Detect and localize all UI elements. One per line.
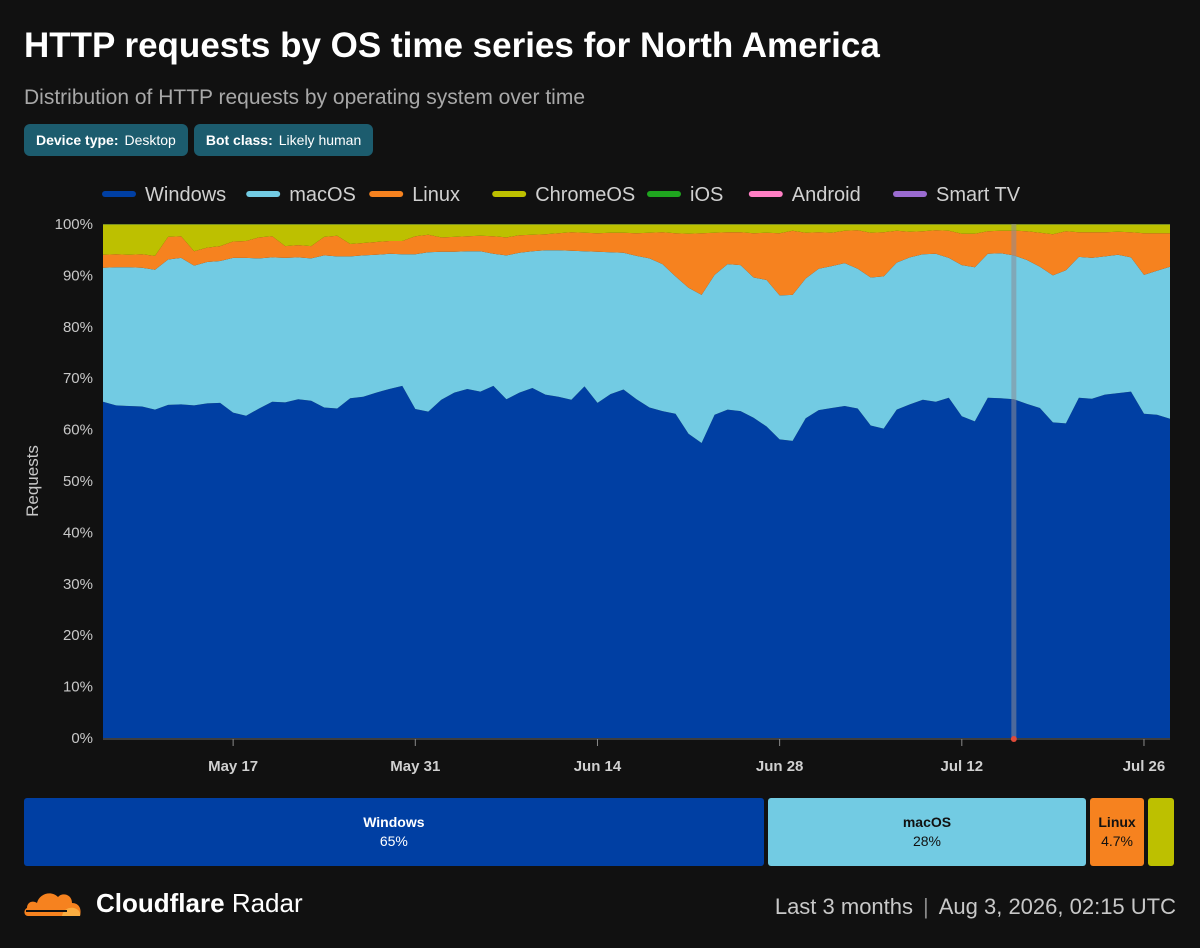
legend-label-android[interactable]: Android	[792, 184, 861, 206]
share-segment-chromeos[interactable]	[1147, 798, 1174, 866]
y-tick-label: 60%	[63, 422, 93, 439]
legend-label-linux[interactable]: Linux	[412, 184, 460, 206]
y-tick-label: 0%	[71, 730, 93, 747]
share-segment-value: 4.7%	[1101, 833, 1133, 849]
share-segment-windows[interactable]: Windows 65%	[24, 798, 764, 866]
y-tick-label: 30%	[63, 576, 93, 593]
y-tick-label: 100%	[55, 216, 93, 233]
y-tick-label: 80%	[63, 319, 93, 336]
x-tick-label: Jun 14	[574, 758, 622, 775]
legend-label-smart-tv[interactable]: Smart TV	[936, 184, 1021, 206]
share-segment-name: Linux	[1098, 814, 1136, 830]
share-segment-linux[interactable]: Linux 4.7%	[1090, 798, 1144, 866]
filter-chip-bot-class[interactable]: Bot class: Likely human	[193, 124, 374, 156]
generated-timestamp: Aug 3, 2026, 02:15 UTC	[938, 894, 1176, 919]
filter-chip-device-type[interactable]: Device type: Desktop	[24, 124, 188, 156]
share-segment-name: macOS	[902, 814, 952, 830]
footer-separator: |	[923, 894, 929, 919]
x-tick-label: Jul 12	[941, 758, 984, 775]
area-series-chromeos[interactable]	[103, 224, 1170, 256]
chart-title: HTTP requests by OS time series for Nort…	[24, 26, 880, 65]
area-series-linux[interactable]	[103, 230, 1170, 296]
cloudflare-cloud-icon	[24, 893, 81, 916]
x-tick-label: Jun 28	[756, 758, 804, 775]
filter-chip-value: Desktop	[124, 132, 176, 148]
x-tick-label: May 31	[390, 758, 440, 775]
filter-chips: Device type: Desktop Bot class: Likely hum…	[24, 124, 374, 156]
legend-label-windows[interactable]: Windows	[145, 184, 226, 206]
y-tick-label: 20%	[63, 627, 93, 644]
share-segment-macos[interactable]: macOS 28%	[767, 798, 1087, 866]
filter-chip-value: Likely human	[278, 132, 362, 148]
stacked-area-chart[interactable]: Windows macOS Linux ChromeOS iOS Android Smart…	[0, 170, 1200, 790]
legend-label-chromeos[interactable]: ChromeOS	[535, 184, 635, 206]
y-tick-label: 90%	[63, 267, 93, 284]
cloudflare-radar-logo: Cloudflare Radar	[22, 886, 303, 920]
legend-label-macos[interactable]: macOS	[289, 184, 356, 206]
area-series-macos[interactable]	[103, 250, 1170, 443]
chart-subtitle: Distribution of HTTP requests by operati…	[24, 86, 586, 109]
area-series-windows[interactable]	[103, 385, 1170, 738]
share-segment-value: 28%	[912, 833, 941, 849]
time-range: Last 3 months	[774, 894, 914, 919]
x-tick-label: May 17	[208, 758, 258, 775]
y-axis-title: Requests	[23, 445, 42, 517]
legend-label-ios[interactable]: iOS	[690, 184, 723, 206]
y-tick-label: 40%	[63, 524, 93, 541]
y-tick-label: 70%	[63, 370, 93, 387]
filter-chip-label: Device type:	[36, 132, 119, 148]
share-segment-value: 65%	[379, 833, 408, 849]
share-segment-name: Windows	[363, 814, 425, 830]
filter-chip-label: Bot class:	[205, 132, 273, 148]
y-tick-label: 50%	[63, 473, 93, 490]
x-tick-label: Jul 26	[1123, 758, 1166, 775]
share-bar: Windows 65% macOS 28% Linux 4.7%	[24, 798, 1174, 866]
y-tick-label: 10%	[63, 679, 93, 696]
hover-marker	[1010, 736, 1017, 742]
footer-meta: Last 3 months | Aug 3, 2026, 02:15 UTC	[775, 894, 1176, 920]
brand-name: Cloudflare Radar	[96, 887, 303, 918]
